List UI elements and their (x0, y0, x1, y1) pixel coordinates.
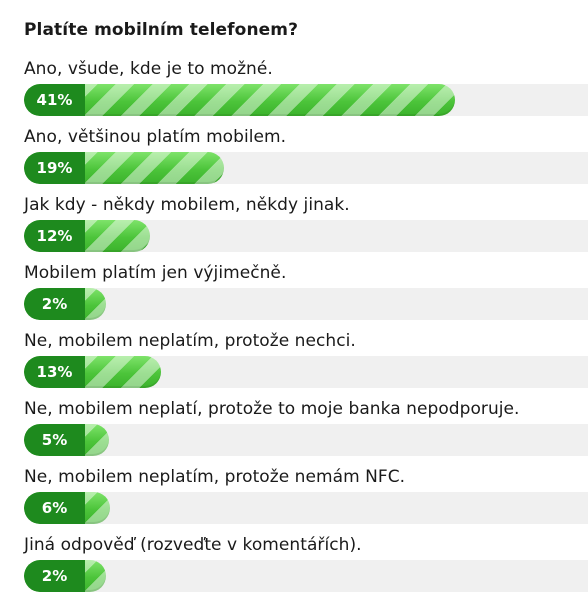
percent-badge: 13% (24, 356, 85, 388)
percent-badge: 6% (24, 492, 85, 524)
option-label: Mobilem platím jen výjimečně. (24, 263, 287, 283)
result-bar-track: 5% (24, 424, 588, 456)
option-label: Ne, mobilem neplatí, protože to moje ban… (24, 399, 520, 419)
percent-badge: 12% (24, 220, 85, 252)
option-label: Ne, mobilem neplatím, protože nechci. (24, 331, 356, 351)
percent-badge: 5% (24, 424, 85, 456)
poll-title: Platíte mobilním telefonem? (24, 20, 299, 40)
result-bar-fill (24, 84, 455, 116)
result-bar-track: 2% (24, 288, 588, 320)
result-bar-track: 12% (24, 220, 588, 252)
percent-badge: 41% (24, 84, 85, 116)
option-label: Ano, většinou platím mobilem. (24, 127, 287, 147)
result-bar-track: 41% (24, 84, 588, 116)
poll-option: Jiná odpověď (rozveďte v komentářích). 2… (0, 534, 588, 602)
option-label: Jiná odpověď (rozveďte v komentářích). (24, 535, 362, 555)
poll-option: Ne, mobilem neplatí, protože to moje ban… (0, 398, 588, 466)
percent-badge: 19% (24, 152, 85, 184)
option-label: Ano, všude, kde je to možné. (24, 59, 273, 79)
poll-option: Mobilem platím jen výjimečně. 2% (0, 262, 588, 330)
option-label: Jak kdy - někdy mobilem, někdy jinak. (24, 195, 350, 215)
percent-badge: 2% (24, 560, 85, 592)
poll-option: Ano, všude, kde je to možné. 41% (0, 58, 588, 126)
result-bar-track: 13% (24, 356, 588, 388)
poll-option: Ano, většinou platím mobilem. 19% (0, 126, 588, 194)
result-bar-track: 2% (24, 560, 588, 592)
poll-option: Ne, mobilem neplatím, protože nemám NFC.… (0, 466, 588, 534)
percent-badge: 2% (24, 288, 85, 320)
poll-option: Ne, mobilem neplatím, protože nechci. 13… (0, 330, 588, 398)
result-bar-track: 19% (24, 152, 588, 184)
poll-option: Jak kdy - někdy mobilem, někdy jinak. 12… (0, 194, 588, 262)
option-label: Ne, mobilem neplatím, protože nemám NFC. (24, 467, 406, 487)
result-bar-track: 6% (24, 492, 588, 524)
